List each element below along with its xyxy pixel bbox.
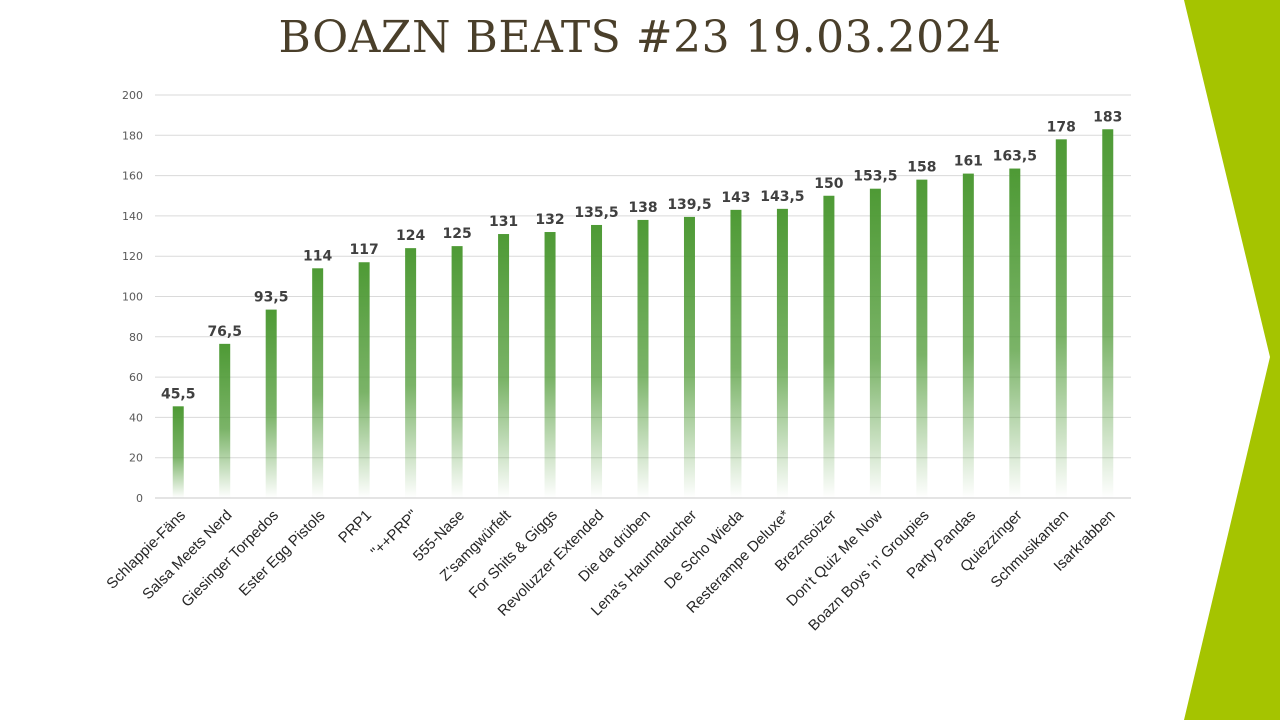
bar (451, 246, 463, 498)
data-label: 131 (489, 214, 518, 230)
data-label: 117 (350, 242, 379, 258)
data-label: 158 (907, 160, 936, 176)
data-label: 150 (814, 176, 843, 192)
bar (498, 234, 510, 498)
y-tick-label: 200 (122, 89, 143, 102)
accent-chevron (1184, 0, 1280, 720)
bar (591, 224, 603, 498)
data-label: 76,5 (207, 324, 242, 340)
bar (1102, 129, 1114, 498)
bar (405, 248, 417, 498)
slide-title: BOAZN BEATS #23 19.03.2024 (278, 12, 1002, 63)
bar (172, 406, 184, 498)
y-tick-label: 40 (129, 411, 143, 424)
bar (916, 179, 928, 498)
data-label: 161 (954, 154, 983, 170)
value-labels: 45,5 76,5 93,5 114 117 124 125 131 132 135,5 138 13… (161, 109, 1122, 402)
data-label: 125 (442, 226, 471, 242)
data-label: 114 (303, 248, 332, 264)
bar (637, 219, 649, 498)
data-label: 143,5 (760, 189, 804, 205)
bar (1009, 168, 1021, 499)
data-label: 138 (628, 200, 657, 216)
y-tick-label: 160 (122, 170, 143, 183)
bars (172, 129, 1114, 499)
y-tick-label: 180 (122, 129, 143, 142)
y-tick-label: 100 (122, 291, 143, 304)
bar (823, 195, 835, 498)
data-label: 132 (535, 212, 564, 228)
bar (962, 173, 974, 498)
x-tick-label: Ester Egg Pistols (236, 507, 329, 600)
data-label: 178 (1047, 119, 1076, 135)
x-tick-label: PRP1 (335, 507, 375, 547)
data-label: 183 (1093, 109, 1122, 125)
data-label: 135,5 (574, 205, 618, 221)
y-tick-label: 20 (129, 452, 143, 465)
y-tick-label: 0 (136, 492, 143, 505)
data-label: 93,5 (254, 290, 289, 306)
y-axis: 0 20 40 60 80 100 120 140 160 180 200 (122, 89, 143, 505)
x-tick-label: De Scho Wieda (661, 506, 747, 592)
bar (776, 208, 788, 498)
y-tick-label: 120 (122, 250, 143, 263)
data-label: 143 (721, 190, 750, 206)
bar (730, 209, 742, 499)
data-label: 163,5 (993, 149, 1037, 165)
bar (265, 309, 277, 498)
bar (312, 268, 324, 498)
y-tick-label: 60 (129, 371, 143, 384)
data-label: 139,5 (667, 197, 711, 213)
bar (544, 232, 556, 498)
bar (358, 262, 370, 498)
data-label: 153,5 (853, 169, 897, 185)
y-tick-label: 140 (122, 210, 143, 223)
data-label: 124 (396, 228, 425, 244)
bar (683, 216, 695, 498)
bar (1055, 139, 1067, 498)
bar (869, 188, 881, 498)
x-tick-label: Schlappie-Fäns (103, 507, 189, 593)
y-tick-label: 80 (129, 331, 143, 344)
data-label: 45,5 (161, 386, 196, 402)
bar (219, 343, 231, 498)
